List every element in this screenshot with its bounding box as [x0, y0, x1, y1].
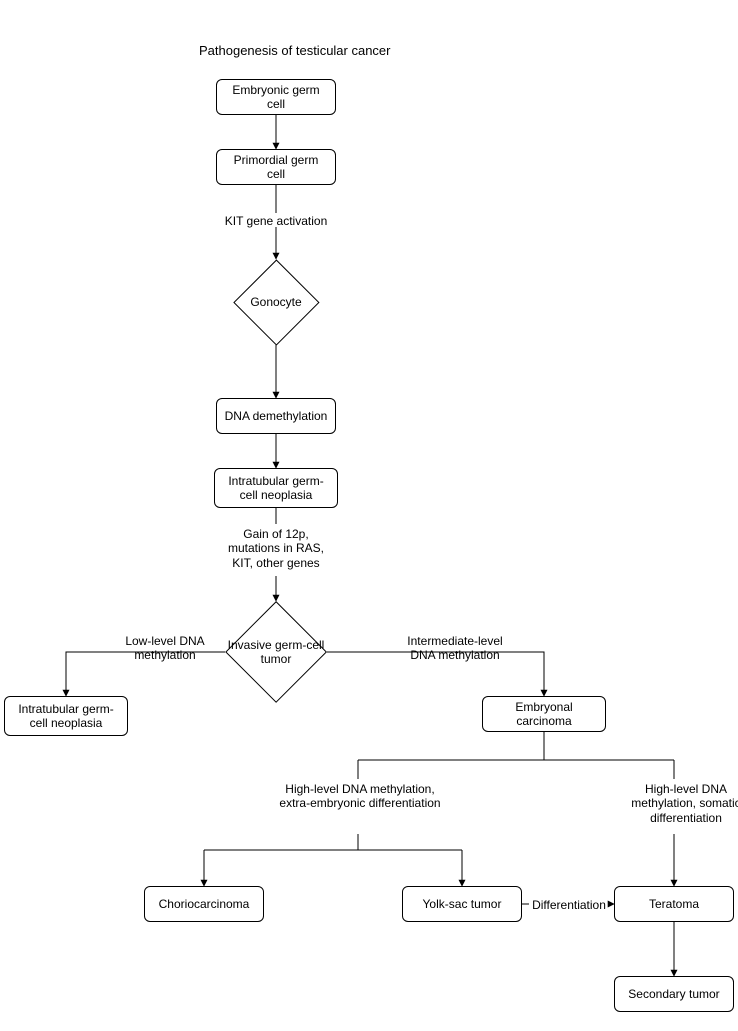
label-gain-12p: Gain of 12p, mutations in RAS, KIT, othe…: [220, 527, 332, 570]
diagram-title: Pathogenesis of testicular cancer: [199, 43, 391, 58]
node-embryonic-germ-cell: Embryonic germ cell: [216, 79, 336, 115]
label-kit-activation: KIT gene activation: [218, 214, 334, 228]
label-differentiation: Differentiation: [527, 898, 611, 912]
label-high-somatic: High-level DNA methylation, somatic diff…: [614, 782, 738, 825]
node-invasive-germ-cell-tumor: Invasive germ-cell tumor: [226, 601, 326, 703]
node-dna-demethylation: DNA demethylation: [216, 398, 336, 434]
node-yolk-sac-tumor: Yolk-sac tumor: [402, 886, 522, 922]
node-teratoma: Teratoma: [614, 886, 734, 922]
label-intermediate-methylation: Intermediate-level DNA methylation: [395, 634, 515, 663]
node-embryonal-carcinoma: Embryonal carcinoma: [482, 696, 606, 732]
flowchart-canvas: Pathogenesis of testicular cancer Embryo…: [0, 0, 738, 1031]
connectors: [0, 0, 738, 1031]
label-low-methylation: Low-level DNA methylation: [113, 634, 217, 663]
node-intratubular-2: Intratubular germ-cell neoplasia: [4, 696, 128, 736]
node-secondary-tumor: Secondary tumor: [614, 976, 734, 1012]
label-high-extraembryonic: High-level DNA methylation, extra-embryo…: [275, 782, 445, 811]
node-intratubular-1: Intratubular germ-cell neoplasia: [214, 468, 338, 508]
node-gonocyte: Gonocyte: [233, 259, 319, 345]
node-primordial-germ-cell: Primordial germ cell: [216, 149, 336, 185]
node-choriocarcinoma: Choriocarcinoma: [144, 886, 264, 922]
